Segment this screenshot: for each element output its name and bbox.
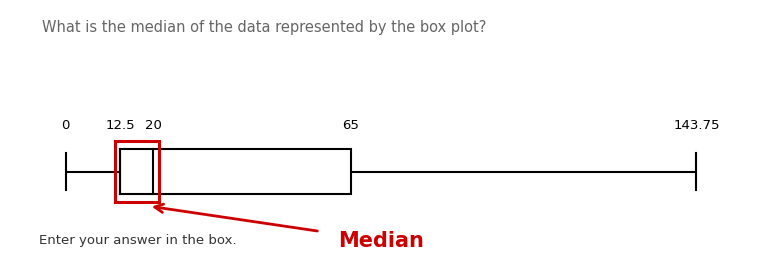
Text: Enter your answer in the box.: Enter your answer in the box. xyxy=(40,234,237,247)
Bar xyxy=(115,141,158,203)
Text: 20: 20 xyxy=(145,119,162,132)
Text: 143.75: 143.75 xyxy=(673,119,720,132)
Text: What is the median of the data represented by the box plot?: What is the median of the data represent… xyxy=(42,20,486,35)
Text: 0: 0 xyxy=(62,119,70,132)
Text: 12.5: 12.5 xyxy=(106,119,135,132)
Text: 65: 65 xyxy=(342,119,359,132)
Text: Median: Median xyxy=(338,231,424,251)
Bar xyxy=(120,149,351,194)
